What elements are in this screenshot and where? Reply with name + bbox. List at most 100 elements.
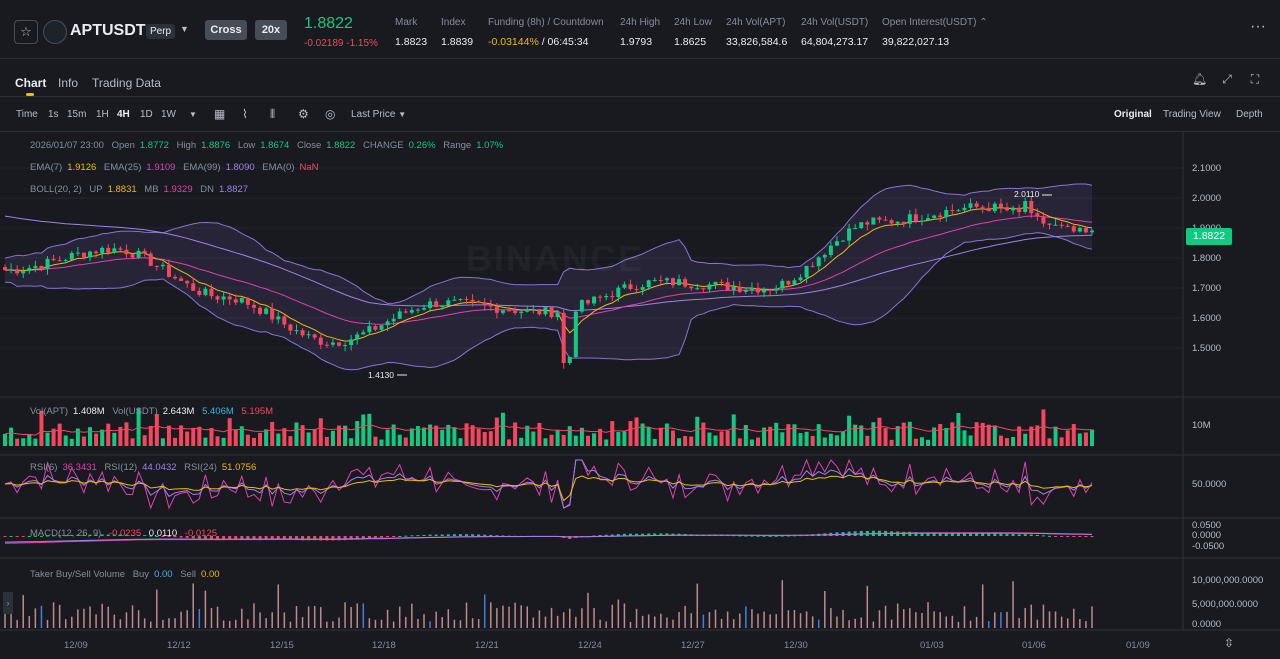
volume-bar xyxy=(841,431,846,446)
price-type-select[interactable]: Last Price ▼ xyxy=(351,109,407,120)
settings-icon[interactable]: ⚙︎ xyxy=(298,107,309,121)
volume-bar xyxy=(865,435,870,446)
candle-body xyxy=(264,308,269,314)
taker-legend[interactable]: Taker Buy/Sell Volume Buy 0.00 Sell 0.00 xyxy=(30,569,220,580)
candle-body xyxy=(719,281,724,283)
volume-legend[interactable]: Vol(APT) 1.408M Vol(USDT) 2.643M 5.406M 5.… xyxy=(30,406,274,417)
price-axis-label: 1.8000 xyxy=(1192,253,1222,264)
chevron-down-icon[interactable]: ▼ xyxy=(180,24,189,34)
candle-body xyxy=(980,206,985,208)
vol-ma1-value: 5.406M xyxy=(202,406,234,417)
indicator-icon[interactable]: ⌇ xyxy=(242,107,248,121)
x-axis-label: 12/15 xyxy=(270,640,294,651)
volume-bar xyxy=(185,431,190,446)
favorite-star-icon[interactable]: ☆ xyxy=(14,20,38,44)
tab-trading-data[interactable]: Trading Data xyxy=(92,76,161,90)
candle-body xyxy=(798,277,803,281)
interval-15m[interactable]: 15m xyxy=(67,109,87,120)
price-chart[interactable] xyxy=(0,132,1280,659)
candle-body xyxy=(112,248,117,253)
volume-bar xyxy=(507,439,512,446)
ema-legend[interactable]: EMA(7) 1.9126 EMA(25) 1.9109 EMA(99) 1.8090… xyxy=(30,162,319,173)
stat-24h-low: 24h Low 1.8625 xyxy=(674,17,712,48)
more-options-icon[interactable]: ··· xyxy=(1250,18,1266,35)
stat-open-interest[interactable]: Open Interest(USDT) ⌃ 39,822,027.13 xyxy=(882,17,988,48)
stat-funding[interactable]: Funding (8h) / Countdown -0.03144% / 06:… xyxy=(488,17,604,48)
chart-type-icon[interactable]: ⫴ xyxy=(270,107,276,121)
interval-1w[interactable]: 1W xyxy=(161,109,176,120)
macd-histogram-bar xyxy=(465,534,469,536)
fullscreen-icon[interactable]: ⛶ xyxy=(1250,72,1260,86)
interval-dropdown-icon[interactable]: ▼ xyxy=(189,110,197,119)
taker-volume-bar xyxy=(101,603,103,628)
price-change-value: -0.02189 xyxy=(304,38,344,49)
taker-volume-bar xyxy=(939,612,941,628)
macd-histogram-bar xyxy=(131,534,135,536)
volume-bar xyxy=(573,435,578,446)
taker-volume-bar xyxy=(192,583,195,628)
taker-volume-bar xyxy=(271,612,273,628)
target-icon[interactable]: ◎ xyxy=(325,107,336,121)
bell-icon[interactable]: 🔔︎ xyxy=(1192,72,1208,86)
taker-volume-bar xyxy=(1006,611,1008,628)
view-original[interactable]: Original xyxy=(1114,109,1152,120)
candle-body xyxy=(926,217,931,221)
macd-legend[interactable]: MACD(12, 26, 9) -0.0235 0.0110 -0.0125 xyxy=(30,528,218,539)
taker-volume-bar xyxy=(732,619,735,628)
leverage-button[interactable]: 20x xyxy=(255,20,287,40)
macd-histogram-bar xyxy=(659,533,663,536)
taker-volume-bar xyxy=(605,621,607,628)
x-axis-label: 12/18 xyxy=(372,640,396,651)
macd-histogram-bar xyxy=(94,534,98,536)
macd-histogram-bar xyxy=(209,536,213,539)
side-panel-toggle-icon[interactable]: › xyxy=(3,592,13,614)
volume-bar xyxy=(749,439,754,446)
volume-bar xyxy=(513,422,518,446)
macd-histogram-bar xyxy=(1017,534,1021,536)
macd-histogram-bar xyxy=(489,534,493,536)
volume-bar xyxy=(634,417,639,446)
interval-1s[interactable]: 1s xyxy=(48,109,59,120)
interval-4h[interactable]: 4H xyxy=(117,109,130,120)
volume-bar xyxy=(324,436,329,446)
macd-histogram-bar xyxy=(1035,534,1039,536)
taker-volume-bar xyxy=(107,606,109,628)
rsi-axis-label: 50.0000 xyxy=(1192,479,1227,490)
margin-mode-button[interactable]: Cross xyxy=(205,20,247,40)
taker-volume-bar xyxy=(751,609,753,628)
boll-up-value: 1.8831 xyxy=(107,184,137,195)
volume-bar xyxy=(713,435,718,446)
macd-axis-label: 0.0000 xyxy=(1192,530,1222,541)
scale-reset-icon[interactable]: ⇳ xyxy=(1224,636,1235,650)
taker-volume-bar xyxy=(684,605,686,628)
view-trading-view[interactable]: Trading View xyxy=(1163,109,1221,120)
volume-bar xyxy=(780,432,785,446)
view-depth[interactable]: Depth xyxy=(1236,109,1263,120)
symbol-name[interactable]: APTUSDT xyxy=(70,22,146,39)
candle-body xyxy=(233,299,238,303)
candle-body xyxy=(585,300,590,304)
interval-1h[interactable]: 1H xyxy=(96,109,109,120)
expand-icon[interactable]: ⤢ xyxy=(1222,72,1232,86)
tab-chart[interactable]: Chart xyxy=(15,76,47,90)
calendar-icon[interactable]: ▦ xyxy=(214,107,226,121)
taker-volume-bar xyxy=(550,607,553,628)
macd-histogram-bar xyxy=(27,535,31,537)
boll-legend[interactable]: BOLL(20, 2) UP 1.8831 MB 1.9329 DN 1.8827 xyxy=(30,184,249,195)
taker-volume-bar xyxy=(465,602,468,628)
macd-v3: -0.0125 xyxy=(184,528,218,539)
rsi-legend[interactable]: RSI(6) 36.3431 RSI(12) 44.0432 RSI(24) 51.0… xyxy=(30,462,257,473)
interval-1d[interactable]: 1D xyxy=(140,109,153,120)
volume-bar xyxy=(719,431,724,446)
candle-body xyxy=(130,254,135,258)
volume-bar xyxy=(731,414,736,446)
taker-volume-bar xyxy=(441,617,443,628)
volume-bar xyxy=(847,415,852,446)
tab-info[interactable]: Info xyxy=(58,76,79,90)
volume-bar xyxy=(938,424,943,446)
taker-volume-bar xyxy=(453,619,456,628)
volume-bar xyxy=(549,434,554,446)
macd-histogram-bar xyxy=(956,532,960,536)
ohlc-change: 0.26% xyxy=(408,140,436,151)
high-annotation: 2.0110 xyxy=(1014,189,1040,199)
